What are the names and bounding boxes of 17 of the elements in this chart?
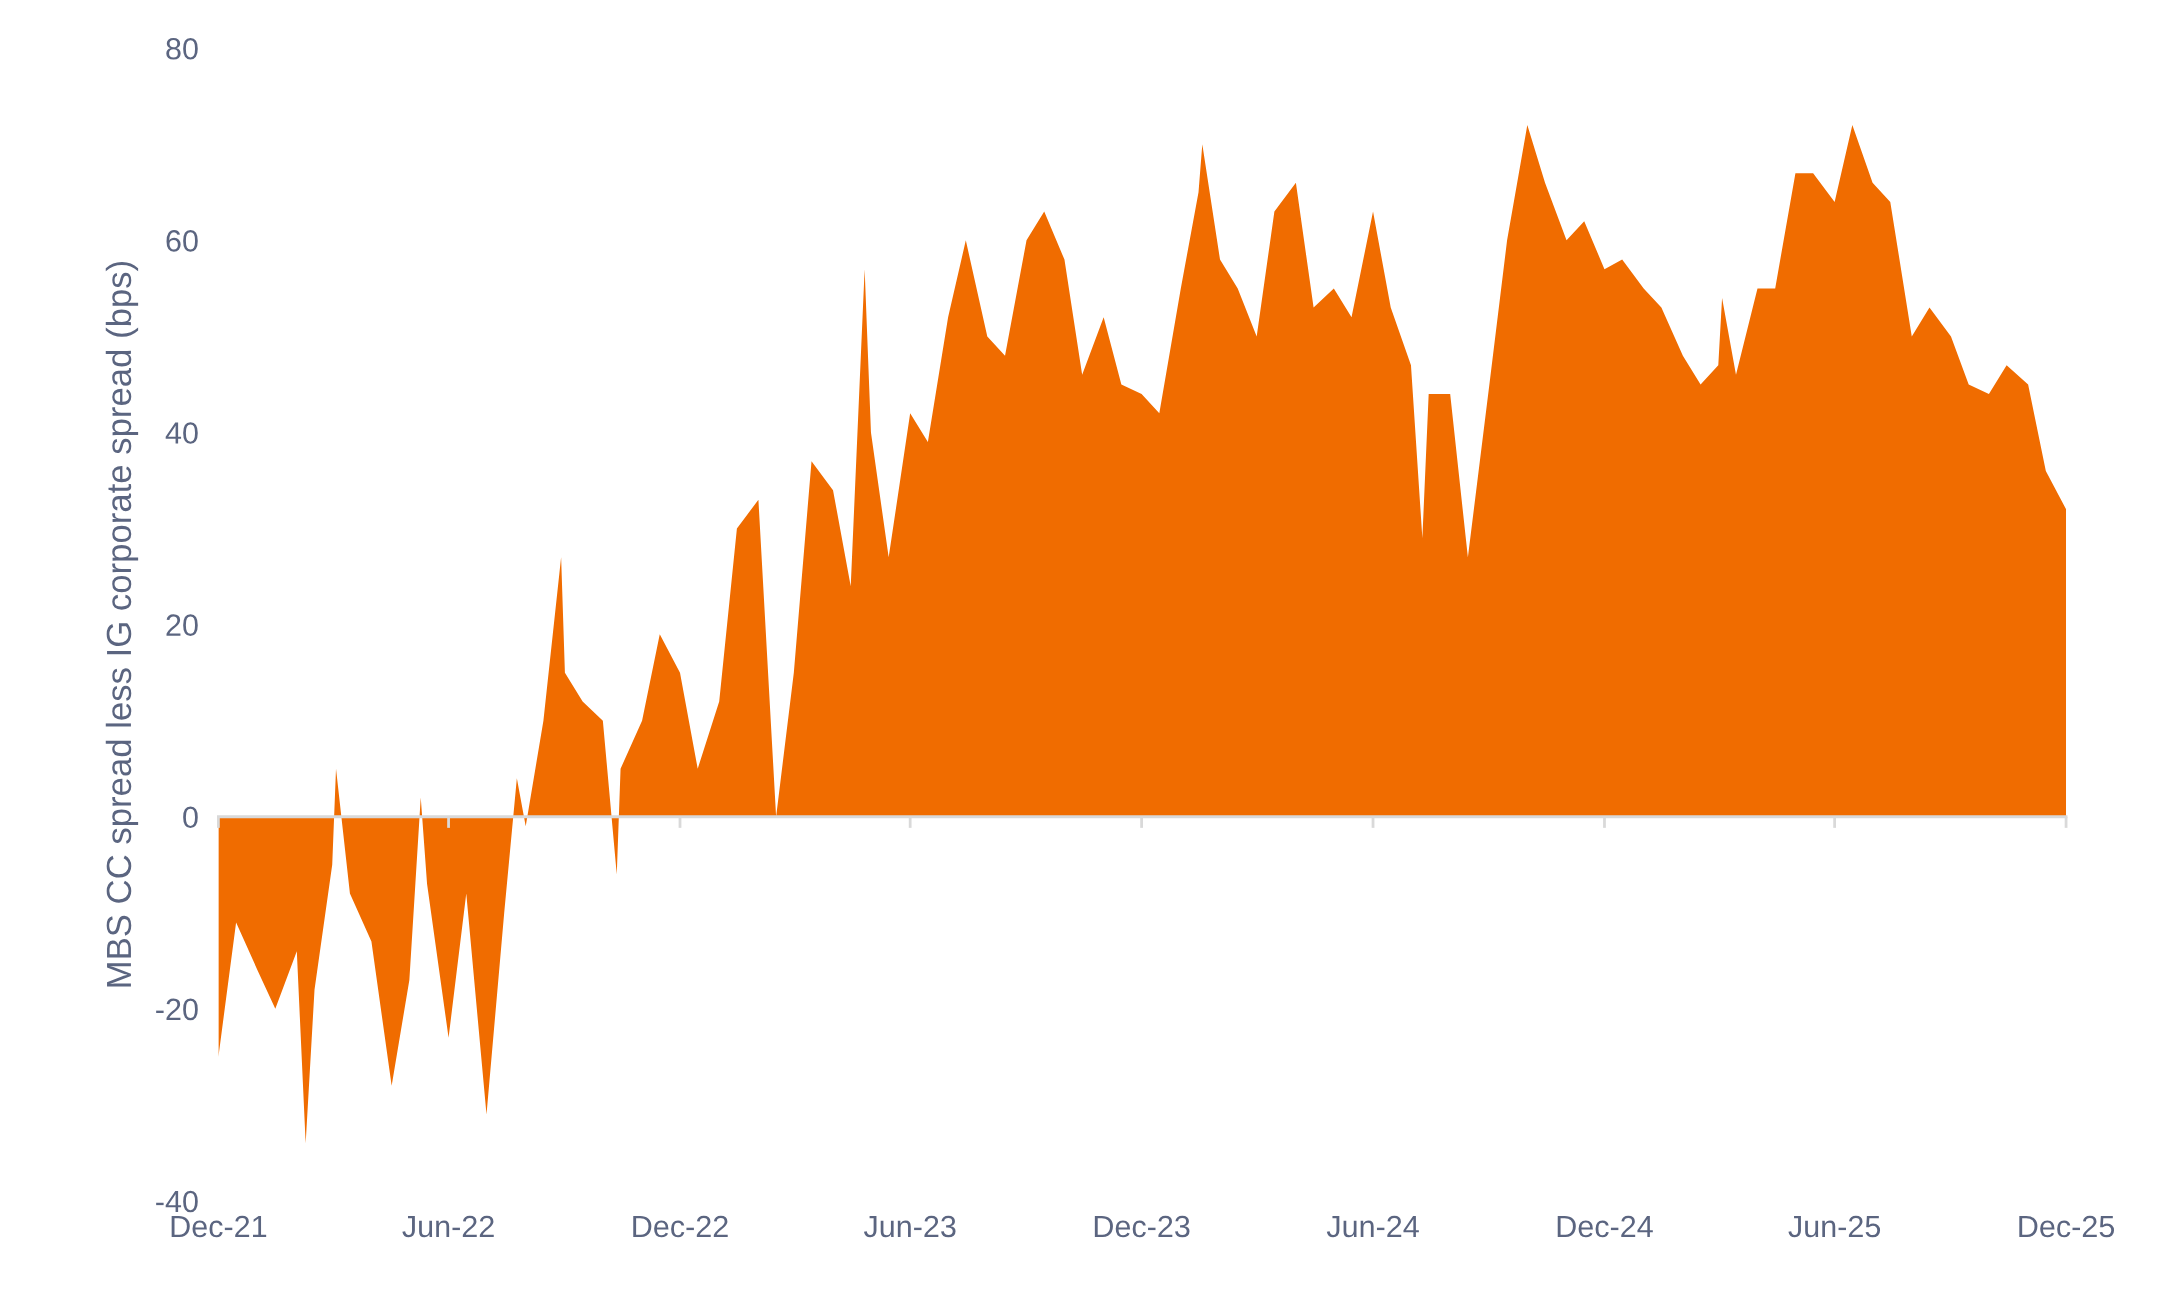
y-tick-label: 20 <box>166 614 198 636</box>
y-tick-label: -20 <box>156 998 198 1021</box>
x-tick-label: Dec-23 <box>1094 1215 1190 1238</box>
x-tick-label: Jun-24 <box>1326 1215 1419 1238</box>
y-tick-label: 40 <box>165 422 198 444</box>
x-tick-label: Jun-22 <box>402 1215 494 1238</box>
y-tick-label: -40 <box>156 1190 198 1213</box>
x-tick-label: Jun-25 <box>1788 1215 1881 1238</box>
x-tick-label: Dec-21 <box>171 1215 267 1238</box>
x-tick-label: Dec-25 <box>2019 1215 2115 1238</box>
y-tick-label: 60 <box>166 230 198 252</box>
x-tick-label: Dec-24 <box>1557 1215 1653 1238</box>
x-tick-label: Dec-22 <box>633 1215 728 1238</box>
y-axis-title: MBS CC spread less IG corporate spread (bps) <box>105 262 139 987</box>
y-tick-label: 0 <box>183 806 198 829</box>
y-tick-label: 80 <box>166 37 198 60</box>
x-tick-label: Jun-23 <box>863 1215 956 1238</box>
